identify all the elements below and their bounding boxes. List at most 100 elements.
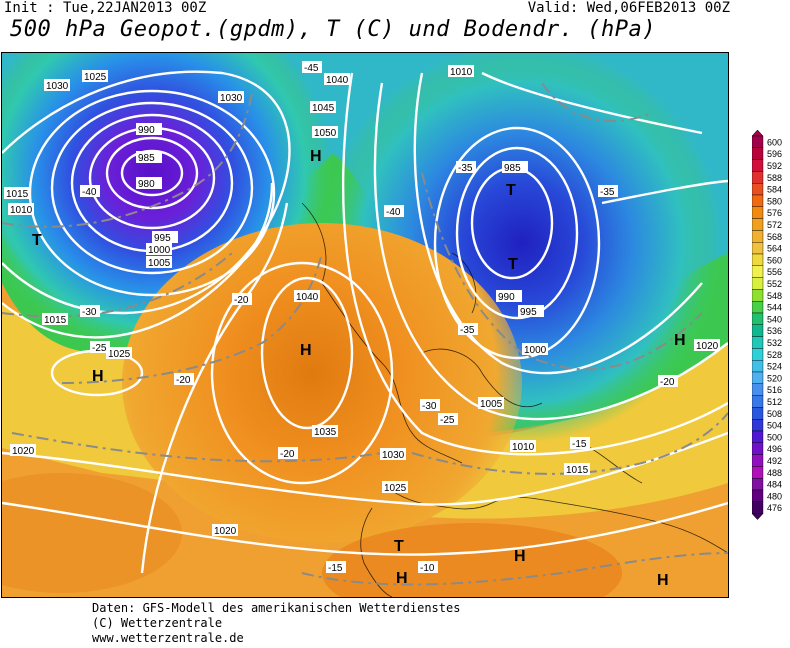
legend-level-label: 560	[767, 255, 782, 265]
svg-text:-20: -20	[176, 375, 191, 386]
legend-swatch	[752, 147, 764, 160]
svg-text:1040: 1040	[326, 75, 349, 86]
temperature-label: -30	[80, 305, 100, 318]
legend-level-label: 476	[767, 503, 782, 513]
legend-level-label: 528	[767, 350, 782, 360]
isobar-label: 1020	[212, 524, 238, 537]
isobar-label: 1000	[522, 343, 548, 356]
svg-text:1010: 1010	[512, 442, 535, 453]
valid-time: Valid: Wed,06FEB2013 00Z	[527, 0, 730, 16]
legend-swatch	[752, 253, 764, 267]
isobar-label: 1010	[8, 203, 34, 216]
svg-text:1030: 1030	[382, 450, 405, 461]
temperature-label: -35	[458, 323, 478, 336]
legend-level-label: 532	[767, 338, 782, 348]
legend-swatch	[752, 336, 764, 349]
isobar-label: 1050	[312, 126, 338, 139]
svg-text:1005: 1005	[148, 258, 171, 269]
legend-level-label: 588	[767, 173, 782, 183]
legend-swatch	[752, 478, 764, 491]
legend-level-label: 536	[767, 326, 782, 336]
legend-level-label: 500	[767, 432, 782, 442]
legend-swatch	[752, 194, 764, 208]
svg-text:985: 985	[504, 163, 521, 174]
legend-swatch	[752, 407, 764, 420]
svg-text:1025: 1025	[384, 483, 407, 494]
legend-level-label: 496	[767, 444, 782, 454]
legend-level-label: 596	[767, 149, 782, 159]
legend-level-label: 492	[767, 456, 782, 466]
legend-swatch	[752, 442, 764, 455]
legend-swatch	[752, 430, 764, 444]
legend-level-label: 580	[767, 196, 782, 206]
svg-text:-40: -40	[386, 207, 401, 218]
legend-swatch	[752, 312, 764, 326]
temperature-label: -40	[80, 185, 100, 198]
isobar-label: 990	[496, 290, 522, 303]
legend-swatch	[752, 230, 764, 243]
isobar-label: 1025	[382, 481, 408, 494]
low-center-marker: T	[32, 232, 42, 249]
high-center-marker: H	[396, 570, 408, 587]
low-center-marker: T	[394, 538, 404, 555]
svg-text:-40: -40	[82, 187, 97, 198]
footer-copyright: (C) Wetterzentrale	[92, 616, 223, 630]
isobar-label: 1025	[106, 347, 132, 360]
legend-top-arrow	[752, 130, 764, 137]
svg-text:1000: 1000	[148, 245, 171, 256]
svg-text:1015: 1015	[6, 189, 29, 200]
legend-swatch	[752, 159, 764, 172]
legend-level-label: 584	[767, 185, 782, 195]
isobar-label: 1005	[478, 397, 504, 410]
low-center-marker: T	[508, 256, 518, 273]
temperature-label: -20	[658, 375, 678, 388]
temperature-label: -20	[278, 447, 298, 460]
isobar-label: 1005	[146, 256, 172, 269]
isobar-label: 1030	[380, 448, 406, 461]
low-center-marker: T	[506, 182, 516, 199]
svg-text:-20: -20	[280, 449, 295, 460]
legend-swatch	[752, 395, 764, 408]
legend-level-label: 556	[767, 267, 782, 277]
legend-swatch	[752, 359, 764, 373]
svg-text:-20: -20	[660, 377, 675, 388]
svg-text:980: 980	[138, 179, 155, 190]
temperature-label: -25	[438, 413, 458, 426]
isobar-label: 1025	[82, 70, 108, 83]
footer-source: Daten: GFS-Modell des amerikanischen Wet…	[92, 601, 461, 615]
legend-swatch	[752, 135, 764, 149]
legend-swatch	[752, 218, 764, 231]
temperature-label: -20	[174, 373, 194, 386]
legend-swatch	[752, 371, 764, 385]
temperature-label: -35	[598, 185, 618, 198]
legend-level-label: 572	[767, 220, 782, 230]
svg-text:-35: -35	[458, 163, 473, 174]
legend-level-label: 524	[767, 362, 782, 372]
weather-map: 1030 1025 1015 1010 1005 1000 995 990 98…	[1, 52, 729, 598]
isobar-label: 1000	[146, 243, 172, 256]
isobar-label: 1030	[44, 79, 70, 92]
svg-text:990: 990	[138, 125, 155, 136]
svg-text:1025: 1025	[84, 72, 107, 83]
svg-text:1030: 1030	[220, 93, 243, 104]
legend-level-label: 600	[767, 137, 782, 147]
temperature-label: -30	[420, 399, 440, 412]
high-center-marker: H	[300, 342, 312, 359]
temperature-label: -25	[90, 341, 110, 354]
svg-text:1040: 1040	[296, 292, 319, 303]
svg-text:1030: 1030	[46, 81, 69, 92]
temperature-label: -40	[384, 205, 404, 218]
svg-text:1020: 1020	[214, 526, 237, 537]
legend-swatch	[752, 501, 764, 514]
svg-text:-35: -35	[460, 325, 475, 336]
isobar-label: 1035	[312, 425, 338, 438]
isobar-label: 1040	[294, 290, 320, 303]
legend-level-label: 540	[767, 314, 782, 324]
svg-text:-15: -15	[572, 439, 587, 450]
svg-text:-10: -10	[420, 563, 435, 574]
legend-swatch	[752, 300, 764, 314]
isobar-label: 1030	[218, 91, 244, 104]
svg-text:-30: -30	[422, 401, 437, 412]
legend-swatch	[752, 265, 764, 278]
svg-text:-25: -25	[92, 343, 107, 354]
